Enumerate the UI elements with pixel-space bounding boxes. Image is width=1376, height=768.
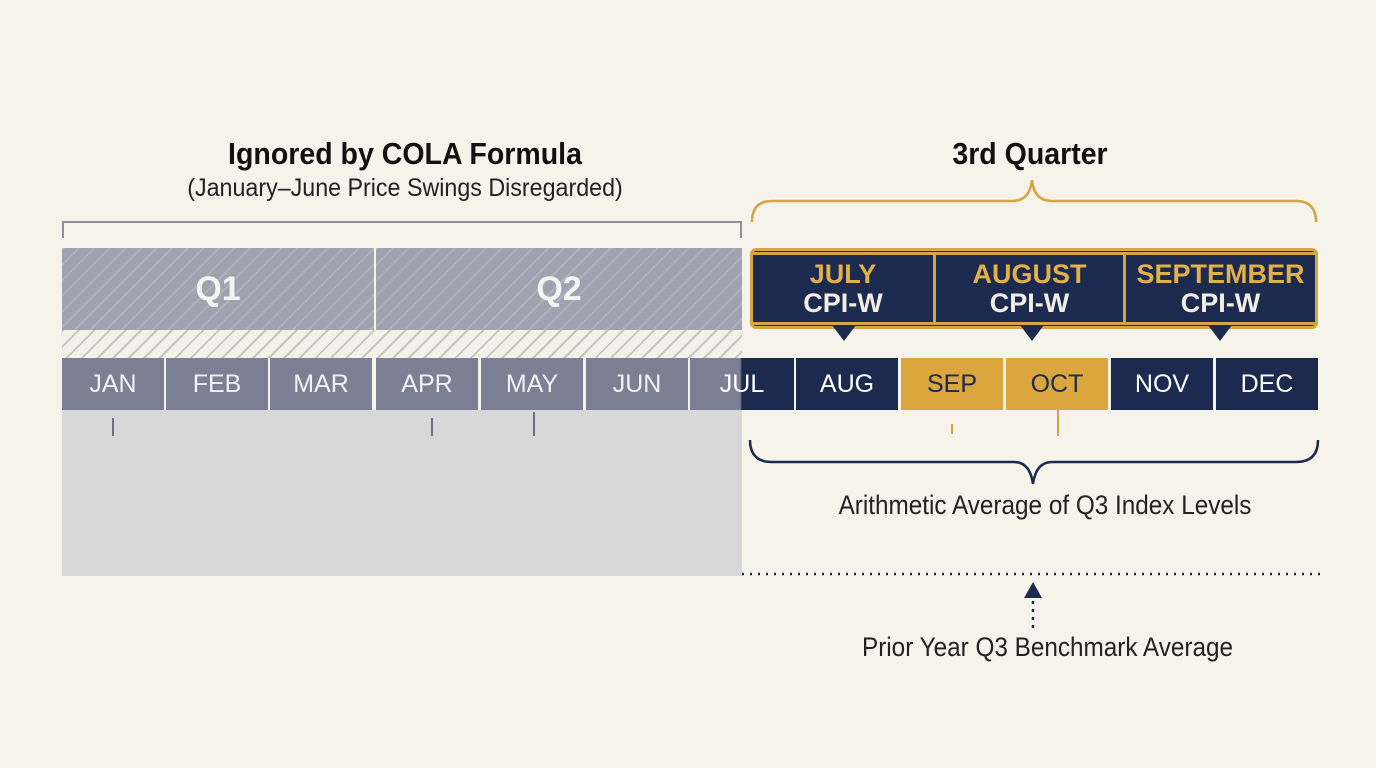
month-dec: DEC (1216, 358, 1318, 410)
cpi-month-september: SEPTEMBER (1136, 258, 1305, 289)
tick-oct (1057, 410, 1059, 436)
month-jan: JAN (62, 358, 164, 410)
month-apr: APR (376, 358, 478, 410)
month-mar: MAR (270, 358, 372, 410)
month-may: MAY (481, 358, 583, 410)
tick-apr (431, 418, 433, 436)
month-aug: AUG (796, 358, 898, 410)
tick-jan (112, 418, 114, 436)
ignored-subtitle: (January–June Price Swings Disregarded) (187, 174, 623, 202)
q3-brace (750, 179, 1318, 223)
ignored-bracket (62, 221, 742, 238)
ignored-panel (62, 410, 742, 576)
benchmark-label: Prior Year Q3 Benchmark Average (861, 632, 1234, 662)
cpi-box-august: AUGUST CPI-W (933, 252, 1126, 325)
cpi-index-july: CPI-W (803, 287, 883, 318)
q3-title: 3rd Quarter (952, 136, 1108, 171)
month-feb: FEB (166, 358, 268, 410)
average-label: Arithmetic Average of Q3 Index Levels (838, 490, 1252, 520)
cpi-pointer-august (1020, 325, 1044, 341)
month-oct: OCT (1006, 358, 1108, 410)
tick-may (533, 412, 535, 436)
cpi-pointer-september (1208, 325, 1232, 341)
cpi-box-july: JULY CPI-W (750, 252, 936, 325)
cpi-index-august: CPI-W (989, 287, 1070, 318)
month-jun: JUN (586, 358, 688, 410)
cpi-index-september: CPI-W (1180, 287, 1261, 318)
q1-label: Q1 (195, 269, 241, 308)
q2-label: Q2 (536, 269, 582, 308)
month-nov: NOV (1111, 358, 1213, 410)
ignored-title: Ignored by COLA Formula (228, 136, 582, 171)
month-sep: SEP (901, 358, 1003, 410)
tick-sep (951, 424, 953, 434)
average-brace (748, 439, 1320, 485)
cpi-box-september: SEPTEMBER CPI-W (1123, 252, 1318, 325)
benchmark-arrow-head (1024, 582, 1042, 598)
cpi-month-july: JULY (809, 258, 877, 289)
hatch-strip (62, 330, 742, 358)
q2-block: Q2 (376, 248, 742, 330)
q1-block: Q1 (62, 248, 374, 330)
cpi-pointer-july (832, 325, 856, 341)
month-jul: JUL (690, 358, 794, 410)
cpi-month-august: AUGUST (972, 258, 1087, 289)
